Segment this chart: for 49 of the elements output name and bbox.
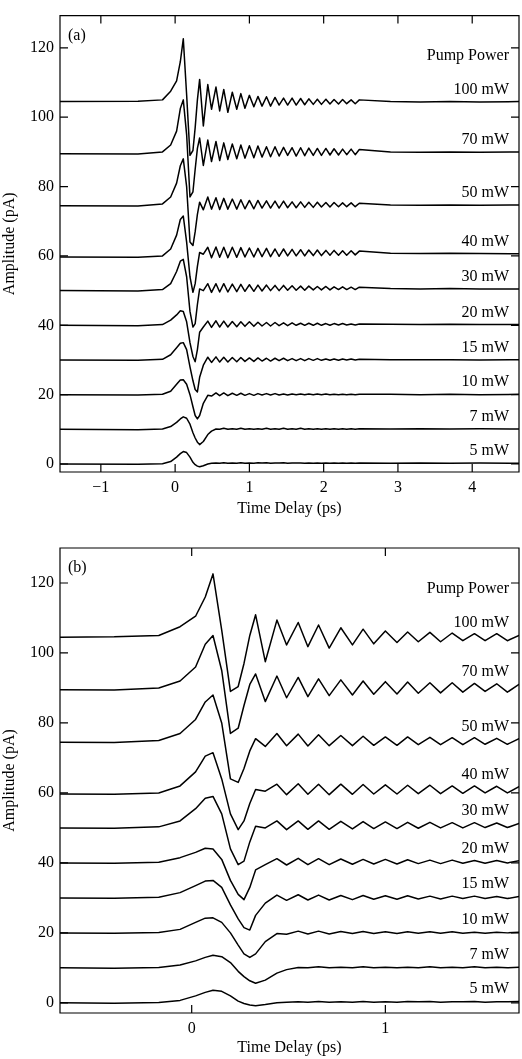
annotation: (b)	[68, 558, 87, 576]
x-tick-label: 0	[171, 477, 180, 495]
x-tick-label: 1	[381, 1018, 390, 1036]
legend-label: 7 mW	[469, 407, 510, 424]
series-label: 100 mW	[453, 613, 510, 631]
legend-label: 15 mW	[461, 874, 510, 892]
series-label: 5 mW	[469, 979, 510, 997]
series-label: 40 mW	[461, 231, 510, 249]
y-tick-label: 20	[38, 384, 54, 402]
y-tick-label: 60	[38, 783, 54, 801]
y-tick-label: 0	[46, 454, 54, 472]
x-tick-label: 3	[393, 477, 402, 495]
y-tick-label: 40	[38, 853, 54, 871]
y-tick-label: 120	[30, 573, 54, 591]
legend-label: 70 mW	[461, 129, 510, 147]
x-tick-label: 4	[468, 477, 477, 495]
y-axis-title: Amplitude (pA)	[0, 192, 18, 296]
legend-label: 15 mW	[461, 337, 510, 355]
series-label: 40 mW	[461, 764, 510, 782]
y-tick-label: 80	[38, 176, 54, 194]
y-tick-label: 60	[38, 246, 54, 264]
series-label: 20 mW	[461, 302, 510, 320]
legend-label: 70 mW	[461, 662, 510, 680]
legend-label: 30 mW	[461, 801, 510, 819]
legend-label: 50 mW	[461, 716, 510, 734]
y-tick-label: 20	[38, 923, 54, 941]
y-tick-label: 80	[38, 713, 54, 731]
x-axis-title: Time Delay (ps)	[237, 498, 342, 517]
y-tick-label: 40	[38, 315, 54, 333]
x-tick-label: 2	[319, 477, 328, 495]
y-axis-title: Amplitude (pA)	[0, 729, 18, 832]
legend-label: 7 mW	[469, 945, 510, 963]
x-tick-label: 1	[245, 477, 254, 495]
y-tick-label: 120	[30, 38, 54, 56]
series-label: 10 mW	[461, 910, 510, 928]
legend-label: 50 mW	[461, 182, 510, 200]
legend-title: Pump Power	[426, 579, 510, 598]
y-tick-label: 100	[30, 643, 54, 661]
series-label: 20 mW	[461, 838, 510, 856]
series-label: 10 mW	[461, 372, 510, 390]
series-label: 100 mW	[453, 79, 510, 97]
x-tick-label: −1	[92, 477, 110, 495]
y-tick-label: 0	[46, 993, 54, 1011]
y-tick-label: 100	[30, 107, 54, 125]
legend-label: 30 mW	[461, 266, 510, 284]
series-label: 5 mW	[469, 441, 510, 459]
annotation: (a)	[68, 25, 86, 44]
x-axis-title: Time Delay (ps)	[237, 1037, 342, 1056]
legend-title: Pump Power	[426, 45, 510, 64]
